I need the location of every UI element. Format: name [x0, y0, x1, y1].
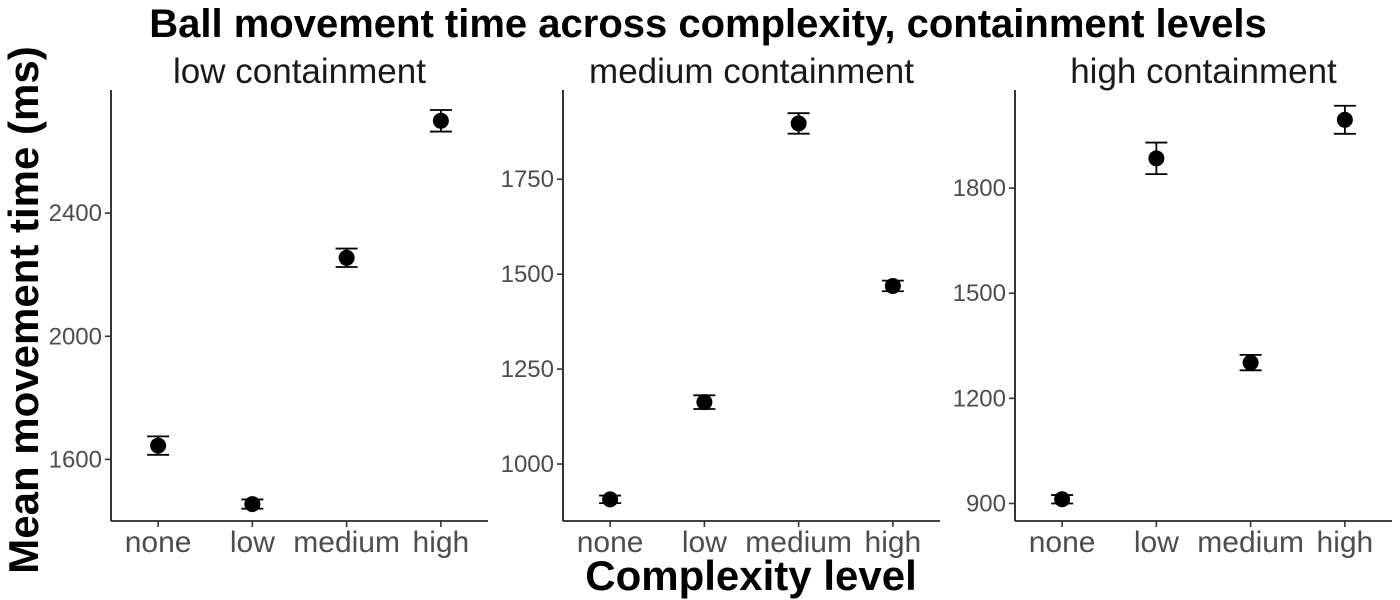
panel-title: high containment: [1070, 52, 1337, 91]
x-tick-label: low: [1134, 526, 1179, 559]
data-point: [696, 394, 713, 411]
data-point: [1148, 150, 1165, 167]
x-tick-label: medium: [293, 526, 400, 559]
data-point: [338, 249, 355, 266]
y-axis-label: Mean movement time (ms): [0, 46, 47, 573]
y-tick-label: 1250: [501, 356, 554, 383]
x-tick-label: medium: [745, 526, 852, 559]
y-tick-label: 1200: [953, 385, 1006, 412]
panel-1: low containment 1600 2000 2400 none low medium…: [49, 52, 488, 559]
y-tick-label: 1800: [953, 175, 1006, 202]
x-tick-label: low: [682, 526, 727, 559]
data-point: [884, 277, 901, 294]
y-tick-label: 1500: [501, 261, 554, 288]
data-point: [432, 112, 449, 129]
data-point: [1336, 111, 1353, 128]
x-axis-label: Complexity level: [585, 552, 916, 599]
data-point: [790, 115, 807, 132]
data-point: [1242, 354, 1259, 371]
y-tick-label: 900: [966, 490, 1006, 517]
y-tick-label: 1500: [953, 280, 1006, 307]
panel-2: medium containment 1000 1250 1500 1750 none lo…: [501, 52, 940, 559]
data-point: [1054, 491, 1071, 508]
y-tick-label: 1000: [501, 451, 554, 478]
data-point: [150, 437, 167, 454]
panel-title: medium containment: [589, 52, 914, 91]
x-tick-label: none: [125, 526, 192, 559]
data-point: [602, 491, 619, 508]
x-tick-label: high: [865, 526, 922, 559]
x-tick-label: high: [1317, 526, 1374, 559]
x-tick-label: medium: [1197, 526, 1304, 559]
y-tick-label: 1600: [49, 446, 102, 473]
y-tick-label: 2400: [49, 200, 102, 227]
x-tick-label: none: [1029, 526, 1096, 559]
panel-title: low containment: [173, 52, 426, 91]
data-point: [244, 496, 261, 513]
x-tick-label: low: [230, 526, 275, 559]
y-tick-label: 2000: [49, 323, 102, 350]
x-tick-label: none: [577, 526, 644, 559]
panel-3: high containment 900 1200 1500 1800 none low me…: [953, 52, 1392, 559]
chart-title: Ball movement time across complexity, co…: [149, 2, 1266, 46]
y-tick-label: 1750: [501, 166, 554, 193]
x-tick-label: high: [413, 526, 470, 559]
